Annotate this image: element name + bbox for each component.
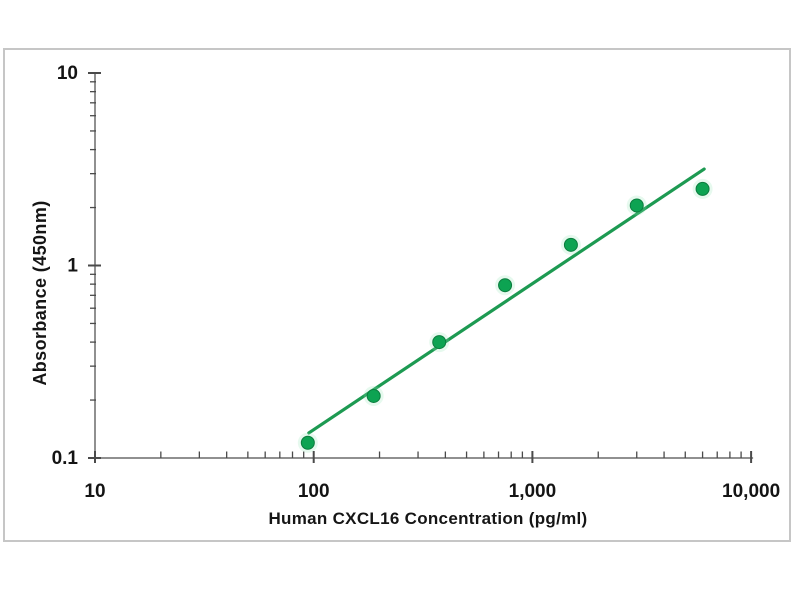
x-tick-label: 10 [84, 481, 105, 502]
data-point [432, 335, 447, 350]
data-point [695, 181, 710, 196]
data-point [629, 198, 644, 213]
data-point [498, 278, 513, 293]
x-axis-title: Human CXCL16 Concentration (pg/ml) [268, 509, 588, 528]
x-tick-label: 100 [298, 481, 330, 502]
trend-line [307, 167, 706, 435]
data-point [300, 435, 315, 450]
x-tick-label: 1,000 [509, 481, 557, 502]
y-tick-label: 1 [67, 256, 78, 277]
y-axis-title: Absorbance (450nm) [30, 200, 50, 386]
data-point [563, 237, 578, 252]
data-point [366, 388, 381, 403]
x-tick-label: 10,000 [722, 481, 780, 502]
y-tick-label: 0.1 [52, 448, 79, 469]
y-tick-label: 10 [57, 63, 78, 84]
chart-frame [3, 48, 791, 542]
